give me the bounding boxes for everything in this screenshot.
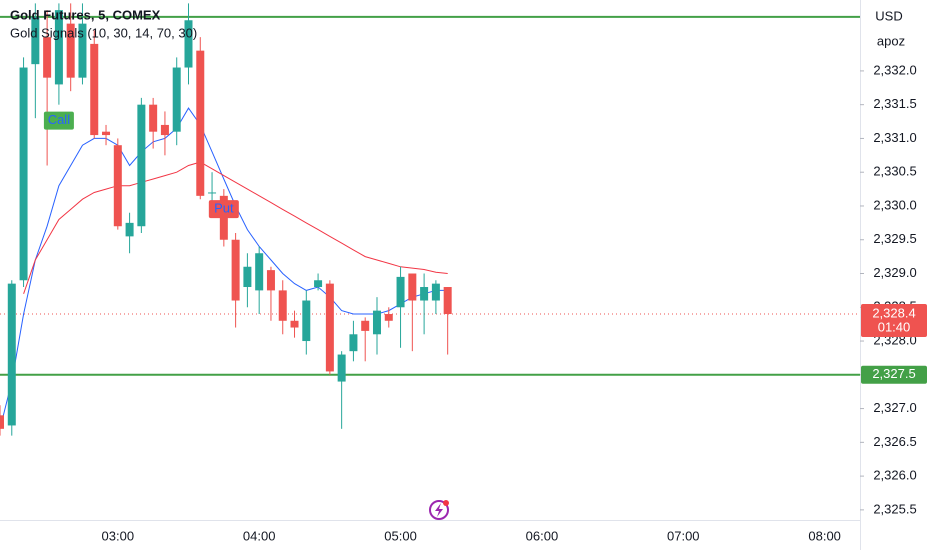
signal-label: Put (214, 201, 234, 216)
candle-body (172, 67, 181, 132)
ma-line (0, 107, 448, 429)
signal-box (43, 111, 74, 130)
level-label-box (861, 365, 927, 384)
candle-body (349, 334, 358, 352)
candle-body (184, 20, 193, 68)
candle-body (54, 10, 63, 85)
candle-body (43, 37, 52, 78)
last-price-label: 2,328.4 (872, 305, 915, 320)
candle-body (278, 290, 287, 321)
level-label: 2,327.5 (872, 366, 915, 381)
candle-body (125, 222, 134, 237)
candle-body (384, 314, 393, 321)
candle-body (0, 415, 4, 429)
y-tick-label: 2,331.5 (873, 96, 916, 111)
candle-body (431, 283, 440, 301)
candle-body (102, 131, 111, 136)
last-price-box (861, 304, 927, 338)
candle-body (266, 270, 275, 291)
chart-title[interactable]: Gold Futures, 5, COMEX (10, 7, 161, 22)
candle-body (208, 192, 217, 194)
lightning-icon[interactable] (429, 500, 449, 520)
signal-box (208, 200, 239, 219)
candle-body (149, 104, 158, 132)
candle-body (31, 16, 40, 65)
countdown-label: 01:40 (878, 319, 911, 334)
x-tick-label: 04:00 (243, 528, 276, 543)
indicator-title[interactable]: Gold Signals (10, 30, 14, 70, 30) (10, 25, 197, 40)
candle-body (66, 23, 75, 78)
candle-body (372, 310, 381, 335)
candle-body (408, 273, 417, 301)
candle-body (196, 50, 205, 196)
account[interactable]: apoz (877, 33, 905, 48)
candle-body (78, 23, 87, 78)
candle-body (443, 287, 452, 315)
x-tick-label: 06:00 (526, 528, 559, 543)
currency-button[interactable] (864, 4, 926, 30)
candle-body (137, 104, 146, 227)
candle-body (325, 283, 334, 372)
candle-body (420, 287, 429, 301)
candle-body (113, 145, 122, 227)
y-tick-label: 2,329.0 (873, 265, 916, 280)
y-tick-label: 2,326.5 (873, 434, 916, 449)
candle-body (231, 239, 240, 301)
ma-line (23, 161, 448, 294)
candle-body (337, 354, 346, 382)
y-tick-label: 2,329.5 (873, 231, 916, 246)
candle-body (160, 124, 169, 136)
signal-label: Call (48, 112, 71, 127)
x-tick-label: 05:00 (384, 528, 417, 543)
y-tick-label: 2,330.0 (873, 197, 916, 212)
candle-body (396, 276, 405, 308)
x-tick-label: 07:00 (667, 528, 700, 543)
currency[interactable]: USD (875, 8, 902, 23)
candle-body (290, 320, 299, 328)
x-tick-label: 03:00 (102, 528, 135, 543)
candle-body (7, 283, 16, 426)
y-tick-label: 2,326.0 (873, 468, 916, 483)
plot-area: Call Put (0, 3, 860, 436)
candle-body (361, 320, 370, 331)
candle-body (90, 43, 99, 136)
y-tick-label: 2,327.0 (873, 400, 916, 415)
candle-body (314, 280, 323, 288)
candle-body (255, 253, 264, 291)
y-tick-label: 2,332.0 (873, 62, 916, 77)
y-tick-label: 2,331.0 (873, 130, 916, 145)
x-tick-label: 08:00 (808, 528, 841, 543)
candle-body (19, 67, 28, 281)
y-tick-label: 2,325.5 (873, 501, 916, 516)
candle-body (302, 300, 311, 342)
y-tick-label: 2,330.5 (873, 164, 916, 179)
candle-body (243, 266, 252, 288)
